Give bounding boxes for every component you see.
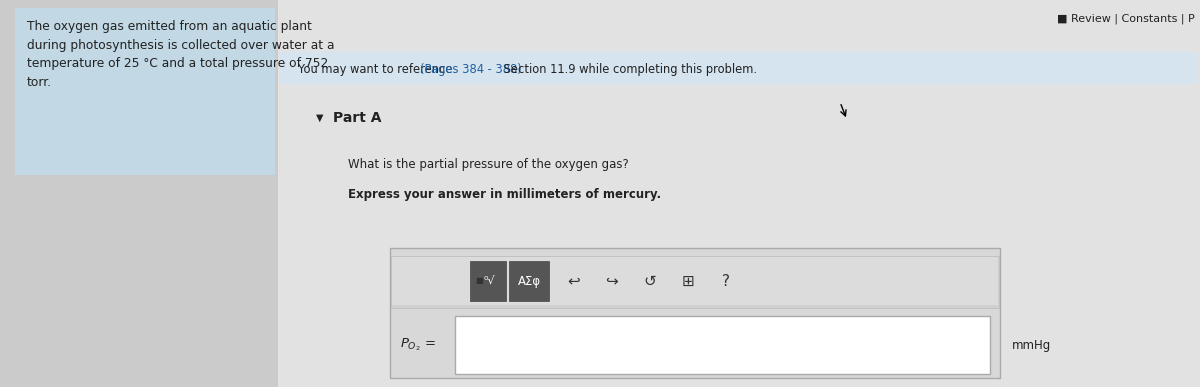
Bar xyxy=(391,256,998,308)
Text: ↪: ↪ xyxy=(606,274,618,288)
Text: ↩: ↩ xyxy=(568,274,581,288)
Text: ⊞: ⊞ xyxy=(682,274,695,288)
Text: Section 11.9 while completing this problem.: Section 11.9 while completing this probl… xyxy=(500,62,757,75)
Bar xyxy=(509,261,550,301)
Text: You may want to reference: You may want to reference xyxy=(298,62,456,75)
Text: ↺: ↺ xyxy=(643,274,656,288)
Text: (Pages 384 - 388): (Pages 384 - 388) xyxy=(420,62,522,75)
Text: $P_{O_2}$ =: $P_{O_2}$ = xyxy=(400,337,436,353)
Text: Express your answer in millimeters of mercury.: Express your answer in millimeters of me… xyxy=(348,188,661,201)
Bar xyxy=(392,257,998,305)
Text: ⁰√: ⁰√ xyxy=(484,276,496,286)
Text: ■ Review | Constants | P: ■ Review | Constants | P xyxy=(1057,14,1195,24)
Text: AΣφ: AΣφ xyxy=(517,274,540,288)
Bar xyxy=(455,316,990,374)
Text: ■: ■ xyxy=(475,276,482,286)
Text: Part A: Part A xyxy=(334,111,382,125)
Bar xyxy=(470,261,506,301)
Bar xyxy=(14,8,275,175)
Text: What is the partial pressure of the oxygen gas?: What is the partial pressure of the oxyg… xyxy=(348,158,629,171)
Text: ▼: ▼ xyxy=(316,113,324,123)
Text: The oxygen gas emitted from an aquatic plant
during photosynthesis is collected : The oxygen gas emitted from an aquatic p… xyxy=(28,20,335,89)
Text: mmHg: mmHg xyxy=(1012,339,1051,351)
Bar xyxy=(278,0,1200,387)
Bar xyxy=(390,248,1000,378)
Bar xyxy=(280,52,1198,84)
Text: ?: ? xyxy=(722,274,730,288)
